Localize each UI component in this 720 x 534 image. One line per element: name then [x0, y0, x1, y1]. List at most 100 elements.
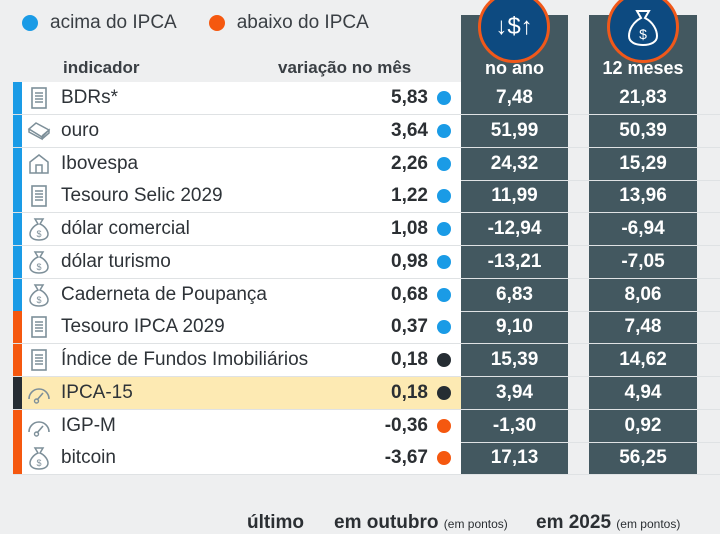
12-month-variation: 21,83 — [619, 87, 667, 108]
row-color-bar — [13, 278, 22, 311]
indicator-name: ouro — [61, 119, 100, 141]
header-no-ano: no ano — [485, 58, 544, 78]
header-12-meses: 12 meses — [602, 58, 684, 78]
indicator-name: dólar comercial — [61, 218, 190, 239]
table-row: $ dólar turismo 0,98 -13,21 -7,05 — [13, 245, 720, 279]
year-variation: -12,94 — [487, 218, 542, 239]
table-row: $ Caderneta de Poupança 0,68 6,83 8,06 — [13, 278, 720, 312]
row-cell: BDRs* 5,83 — [22, 82, 461, 114]
row-color-bar — [13, 82, 22, 114]
svg-text:$: $ — [639, 26, 647, 42]
gauge-icon — [28, 420, 50, 437]
month-variation: -3,67 — [384, 447, 428, 469]
indicator-name: Caderneta de Poupança — [61, 283, 267, 305]
month-variation: 0,68 — [391, 283, 428, 305]
12-month-variation: 56,25 — [619, 447, 667, 469]
year-variation: 15,39 — [490, 349, 539, 370]
table-row: $ bitcoin -3,67 17,13 56,25 — [13, 442, 720, 476]
month-variation: 3,64 — [391, 119, 428, 141]
status-dot-icon — [437, 451, 451, 466]
row-cell: $ dólar turismo 0,98 — [22, 245, 461, 278]
document-icon — [31, 87, 47, 109]
table-row: Ibovespa 2,26 24,32 15,29 — [13, 147, 720, 181]
svg-text:$: $ — [36, 458, 41, 468]
table-row: ouro 3,64 51,99 50,39 — [13, 114, 720, 148]
row-color-bar — [13, 114, 22, 147]
gauge-icon — [28, 387, 50, 404]
gold-bar-icon — [27, 121, 51, 141]
table-row: Tesouro IPCA 2029 0,37 9,10 7,48 — [13, 311, 720, 345]
dollar-arrows-icon: ↓$↑ — [478, 0, 550, 63]
table-row: $ dólar comercial 1,08 -12,94 -6,94 — [13, 213, 720, 246]
footer-outubro: em outubro (em pontos) — [334, 512, 508, 533]
month-variation: -0,36 — [384, 414, 428, 436]
month-variation: 5,83 — [391, 87, 428, 108]
legend-below: abaixo do IPCA — [208, 12, 369, 34]
status-dot-icon — [437, 91, 451, 105]
row-cell: IPCA-15 0,18 — [22, 376, 461, 409]
table-row: Índice de Fundos Imobiliários 0,18 15,39… — [13, 344, 720, 377]
status-dot-icon — [437, 222, 451, 236]
blue-dot-icon — [22, 15, 38, 31]
month-variation: 0,37 — [391, 316, 428, 338]
year-variation: 24,32 — [490, 152, 539, 174]
12-month-variation: 15,29 — [619, 152, 667, 174]
month-variation: 2,26 — [391, 152, 428, 174]
indicator-name: dólar turismo — [61, 250, 171, 272]
row-color-bar — [13, 442, 22, 475]
table-row: IPCA-15 0,18 3,94 4,94 — [13, 376, 720, 410]
12-month-variation: -6,94 — [621, 218, 665, 239]
status-dot-icon — [437, 287, 451, 302]
indicator-name: IPCA-15 — [61, 381, 133, 403]
footer-ultimo: último — [247, 512, 304, 533]
status-dot-icon — [437, 320, 451, 335]
document-icon — [31, 185, 47, 208]
svg-text:$: $ — [36, 295, 41, 305]
year-variation: 7,48 — [496, 87, 533, 108]
row-color-bar — [13, 245, 22, 278]
row-cell: Índice de Fundos Imobiliários 0,18 — [22, 344, 461, 376]
year-variation: 3,94 — [496, 381, 533, 403]
table-row: Tesouro Selic 2029 1,22 11,99 13,96 — [13, 180, 720, 214]
document-icon — [31, 316, 47, 339]
indicator-name: Tesouro Selic 2029 — [61, 185, 223, 207]
year-variation: -1,30 — [492, 414, 537, 436]
money-bag-icon: $ — [29, 251, 49, 274]
12-month-variation: 0,92 — [624, 414, 662, 436]
year-variation: 51,99 — [490, 119, 539, 141]
status-dot-icon — [437, 189, 451, 204]
header-variacao-mes: variação no mês — [278, 58, 412, 77]
month-variation: 0,18 — [391, 381, 428, 403]
year-variation: 17,13 — [490, 447, 539, 469]
status-dot-icon — [437, 418, 451, 433]
money-bag-icon: $ — [29, 283, 49, 307]
status-dot-icon — [437, 156, 451, 171]
row-color-bar — [13, 344, 22, 376]
year-variation: 11,99 — [491, 185, 538, 207]
status-dot-icon — [437, 123, 451, 138]
month-variation: 1,22 — [391, 185, 428, 207]
12-month-variation: 8,06 — [624, 283, 662, 305]
indicator-name: Índice de Fundos Imobiliários — [61, 349, 309, 370]
row-color-bar — [13, 311, 22, 344]
month-variation: 0,98 — [391, 250, 428, 272]
month-variation: 1,08 — [391, 218, 428, 239]
month-variation: 0,18 — [391, 349, 428, 370]
table-row: IGP-M -0,36 -1,30 0,92 — [13, 409, 720, 443]
year-variation: -13,21 — [487, 250, 542, 272]
row-cell: Tesouro Selic 2029 1,22 — [22, 180, 461, 213]
row-color-bar — [13, 409, 22, 442]
12-month-variation: 50,39 — [619, 119, 667, 141]
header-indicador: indicador — [63, 58, 140, 77]
money-bag-icon: $ — [607, 0, 679, 63]
orange-dot-icon — [208, 15, 225, 31]
indicator-name: BDRs* — [61, 87, 119, 108]
row-cell: IGP-M -0,36 — [22, 409, 461, 442]
row-color-bar — [13, 213, 22, 245]
row-cell: $ bitcoin -3,67 — [22, 442, 461, 475]
row-cell: Tesouro IPCA 2029 0,37 — [22, 311, 461, 344]
row-color-bar — [13, 376, 22, 409]
year-variation: 9,10 — [496, 316, 533, 338]
12-month-variation: 4,94 — [624, 381, 662, 403]
indicator-name: Ibovespa — [61, 152, 139, 174]
